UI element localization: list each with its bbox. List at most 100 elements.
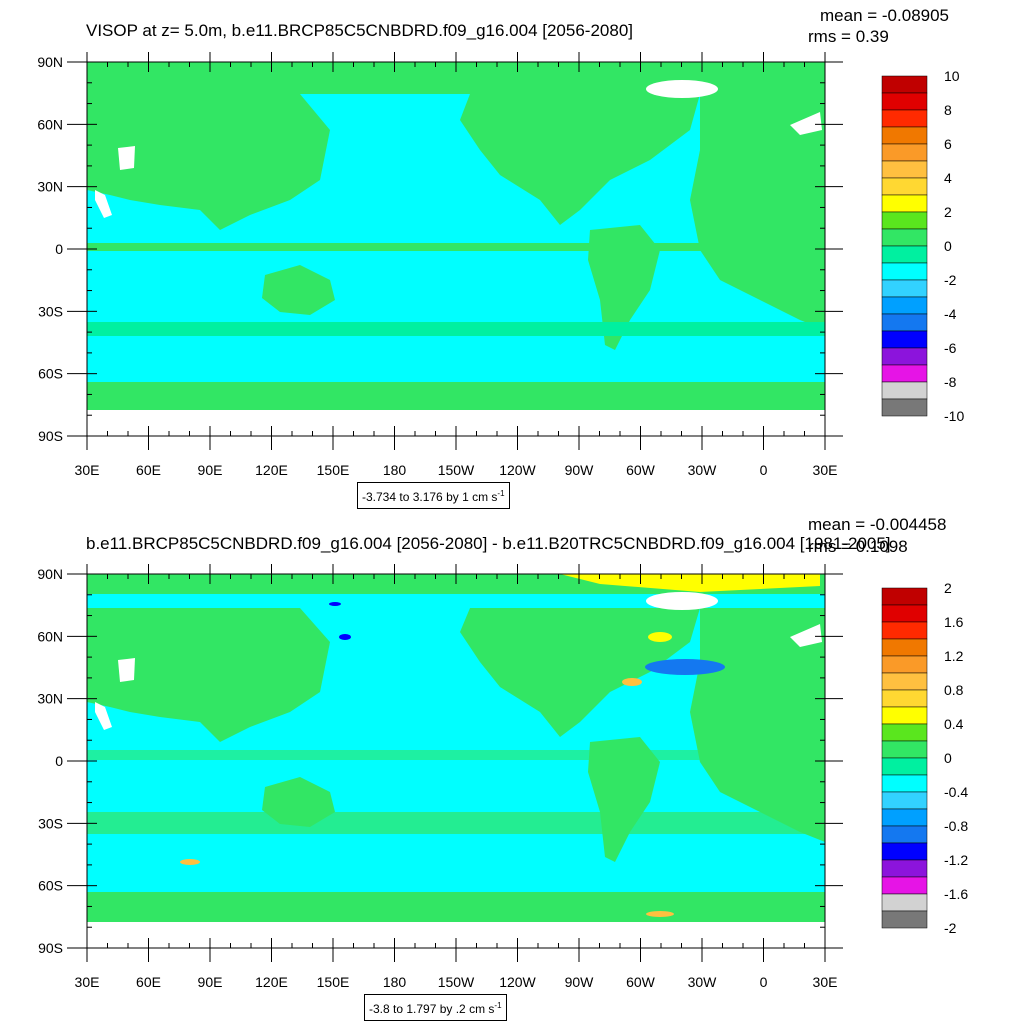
- colorbar-label: 1.6: [944, 614, 964, 630]
- map-panel-2: 90N 60N 30N 0 30S 60S 90S 30E 60E 90E 120E 150E 180…: [0, 512, 1024, 1024]
- colorbar-label: -0.8: [944, 818, 968, 834]
- southern-ocean-green: [87, 812, 825, 834]
- colorbar-swatch: [881, 706, 928, 725]
- lon-tick-label: 30E: [75, 974, 100, 990]
- lat-tick-label: 0: [55, 753, 63, 769]
- colorbar-swatch: [881, 774, 928, 793]
- colorbar-swatch: [881, 825, 928, 844]
- lon-tick-label: 90E: [198, 462, 223, 478]
- colorbar-swatch: [881, 211, 928, 230]
- colorbar-swatch: [881, 126, 928, 145]
- colorbar-swatch: [881, 791, 928, 810]
- lat-tick-label: 60S: [38, 878, 63, 894]
- landmass-north-america: [460, 94, 700, 225]
- colorbar-swatch: [881, 740, 928, 759]
- colorbar-label: 0.4: [944, 716, 964, 732]
- colorbar-label: -10: [944, 408, 964, 424]
- colorbar-label: -1.6: [944, 886, 968, 902]
- lat-tick-label: 60N: [37, 628, 63, 644]
- colorbar-swatch: [881, 364, 928, 383]
- colorbar-label: 2: [944, 580, 952, 596]
- landmass-australia: [262, 265, 335, 315]
- lon-tick-label: 150W: [438, 974, 475, 990]
- lon-tick-label: 30E: [813, 974, 838, 990]
- colorbar-swatch: [881, 347, 928, 366]
- colorbar-label: -0.4: [944, 784, 968, 800]
- mean-value: mean = -0.08905: [820, 6, 950, 25]
- lon-tick-label: 60E: [136, 462, 161, 478]
- lon-tick-label: 30W: [688, 974, 718, 990]
- colorbar-swatch: [881, 808, 928, 827]
- colorbar-label: 1.2: [944, 648, 964, 664]
- missing-region-baltic: [790, 624, 822, 647]
- colorbar-swatch: [881, 194, 928, 213]
- lon-tick-label: 120E: [255, 974, 288, 990]
- lon-tick-label: 30E: [813, 462, 838, 478]
- lat-tick-label: 30N: [37, 691, 63, 707]
- contour-range-box: -3.734 to 3.176 by 1 cm s-1: [357, 482, 510, 509]
- missing-region-caspian: [118, 658, 135, 682]
- lon-tick-label: 90W: [565, 974, 595, 990]
- colorbar-swatch: [881, 245, 928, 264]
- colorbar-swatch: [881, 723, 928, 742]
- missing-region-baltic: [790, 112, 822, 135]
- lon-tick-label: 60W: [626, 462, 656, 478]
- map-field-1: [87, 62, 825, 410]
- lon-tick-label: 150W: [438, 462, 475, 478]
- colorbar-2: 2 1.6 1.2 0.8 0.4 0 -0.4 -0.8 -1.2 -1.6 -2: [881, 580, 968, 936]
- lon-tick-label: 60E: [136, 974, 161, 990]
- map-field-2: [87, 574, 825, 922]
- antarctic-band: [87, 892, 825, 922]
- colorbar-label: 10: [944, 68, 960, 84]
- colorbar-label: -8: [944, 374, 957, 390]
- lat-tick-label: 90N: [37, 54, 63, 70]
- lon-tick-label: 120W: [499, 462, 536, 478]
- positive-anomaly-weddell: [646, 911, 674, 917]
- lon-tick-label: 0: [760, 974, 768, 990]
- arctic-positive-anomaly: [560, 574, 820, 592]
- lon-tick-label: 150E: [317, 462, 350, 478]
- colorbar-swatch: [881, 296, 928, 315]
- colorbar-swatch: [881, 689, 928, 708]
- colorbar-label: 6: [944, 136, 952, 152]
- colorbar-swatch: [881, 910, 928, 929]
- negative-anomaly-kuroshio: [339, 634, 351, 640]
- mean-value: mean = -0.004458: [808, 515, 947, 534]
- colorbar-swatch: [881, 177, 928, 196]
- colorbar-label: -1.2: [944, 852, 968, 868]
- landmass-north-america: [460, 608, 700, 737]
- lon-tick-label: 150E: [317, 974, 350, 990]
- contour-range-text: -3.734 to 3.176 by 1 cm s: [362, 490, 498, 504]
- lat-tick-label: 90S: [38, 940, 63, 956]
- lon-tick-label: 0: [760, 462, 768, 478]
- colorbar-swatch: [881, 757, 928, 776]
- tick-marks-2: [67, 564, 843, 962]
- colorbar-swatch: [881, 876, 928, 895]
- missing-region-arctic: [646, 80, 718, 98]
- lat-tick-label: 90S: [38, 428, 63, 444]
- colorbar-1: 10 8 6 4 2 0 -2 -4 -6 -8 -10: [881, 68, 964, 424]
- missing-region-caspian: [118, 146, 135, 170]
- colorbar-swatch: [881, 313, 928, 332]
- colorbar-swatch: [881, 398, 928, 417]
- antarctic-band: [87, 382, 825, 410]
- landmass-africa: [690, 94, 825, 330]
- colorbar-label: -2: [944, 920, 957, 936]
- map-panel-1: 90N 60N 30N 0 30S 60S 90S 30E 60E 90E 120E 150E 180…: [37, 6, 964, 509]
- lon-tick-label: 90E: [198, 974, 223, 990]
- colorbar-swatch: [881, 75, 928, 94]
- colorbar-label: -2: [944, 272, 957, 288]
- tick-marks-1: [67, 52, 843, 450]
- colorbar-swatch: [881, 143, 928, 162]
- southern-ocean-teal: [87, 322, 825, 336]
- lon-labels-2: 30E 60E 90E 120E 150E 180 150W 120W 90W 60W 30W 0 30…: [75, 974, 838, 990]
- colorbar-label: 8: [944, 102, 952, 118]
- colorbar-label: -4: [944, 306, 957, 322]
- colorbar-swatch: [881, 92, 928, 111]
- colorbar-swatch: [881, 655, 928, 674]
- colorbar-swatch: [881, 109, 928, 128]
- landmass-south-america: [588, 225, 660, 350]
- negative-anomaly-north-atlantic: [645, 659, 725, 675]
- colorbar-swatch: [881, 381, 928, 400]
- contour-range-box: -3.8 to 1.797 by .2 cm s-1: [364, 994, 507, 1021]
